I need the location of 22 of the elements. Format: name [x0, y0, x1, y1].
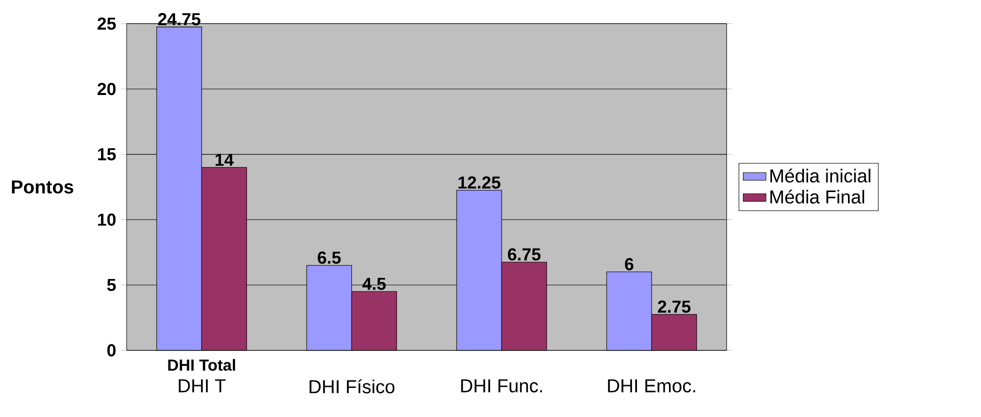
y-tick-label: 5: [107, 278, 116, 292]
data-label: 6: [624, 258, 634, 270]
y-tick-label: 15: [98, 148, 116, 160]
data-label: 6.75: [508, 248, 541, 261]
legend-label: Média inicial: [770, 168, 870, 183]
legend-label: Média Final: [770, 190, 864, 204]
x-tick-label: DHI Físico: [310, 379, 394, 394]
data-label: 12.25: [458, 176, 500, 189]
y-axis-title: Pontos: [12, 180, 74, 194]
data-label: 14: [216, 154, 234, 166]
y-tick-label: 10: [98, 214, 116, 226]
x-tick-label: DHI Func.: [461, 379, 542, 392]
y-tick-label: 25: [98, 18, 116, 30]
data-label: 24.75: [158, 13, 200, 26]
x-tick-label: DHI T: [178, 379, 226, 392]
data-label: 6.5: [318, 252, 341, 264]
y-tick-label: 20: [98, 82, 116, 96]
data-label: 2.75: [658, 300, 691, 313]
x-tick-label: DHI Emoc.: [608, 379, 696, 392]
y-tick-label: 0: [107, 344, 116, 356]
data-label: 4.5: [362, 278, 386, 290]
text: DHI Total: [168, 359, 236, 371]
